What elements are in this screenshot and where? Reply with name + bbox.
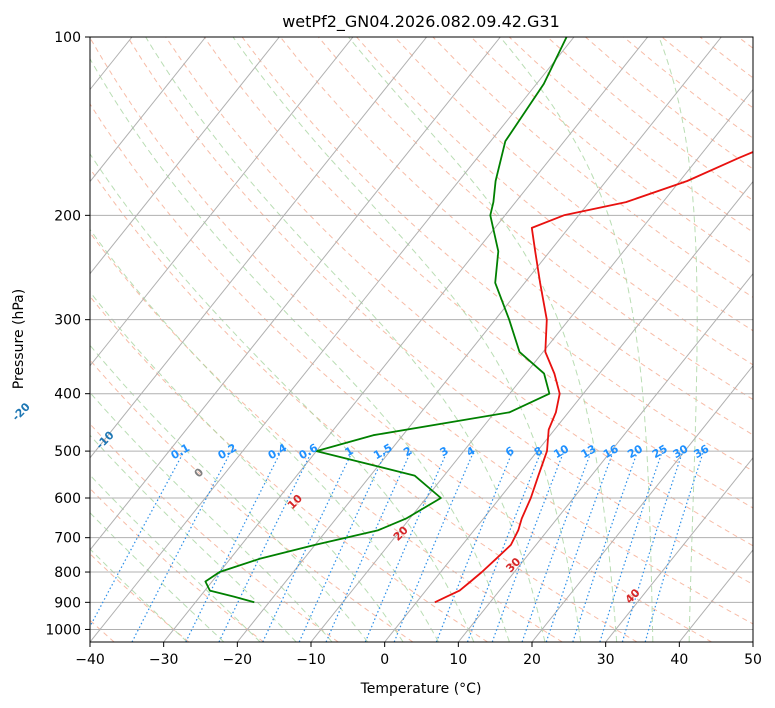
mixing-ratio-line [393, 450, 475, 642]
mixing-ratio-line [572, 450, 639, 642]
moist-adiabat [90, 57, 510, 642]
mixing-ratio-line [621, 450, 684, 642]
mixing-ratio-line [435, 450, 514, 642]
dry-adiabat [394, 37, 753, 332]
mixing-ratio-line [466, 450, 542, 642]
moist-adiabat [145, 37, 546, 642]
x-axis-label: Temperature (°C) [360, 681, 482, 697]
isotherm [163, 37, 649, 642]
dry-adiabat [127, 37, 753, 586]
x-tick-label: 0 [380, 652, 389, 668]
mixing-ratio-line [545, 450, 614, 642]
isotherm [90, 37, 575, 642]
y-tick-label: 300 [54, 313, 81, 329]
mixing-ratio-line [491, 450, 565, 642]
dry-adiabat [318, 37, 753, 401]
x-tick-label: 40 [670, 652, 688, 668]
temperature-profile [434, 151, 753, 604]
moist-adiabat [90, 344, 369, 642]
moist-adiabat [90, 511, 225, 642]
y-tick-label: 700 [54, 531, 81, 547]
isotherm [384, 180, 753, 642]
mixing-ratio-line [599, 450, 663, 642]
dewpoint-profile [204, 37, 568, 604]
mixing-ratio-line [364, 450, 448, 642]
mixing-ratio-line [521, 450, 592, 642]
y-tick-label: 500 [54, 444, 81, 460]
y-tick-label: 1000 [45, 622, 81, 638]
axis-ticks: −40 −30 −20 −10 0 10 20 30 40 50 100 200 300 400 500 60… [45, 30, 762, 668]
x-tick-label: 20 [523, 652, 541, 668]
dry-adiabat [279, 37, 753, 436]
background-lines [90, 37, 753, 642]
mixing-ratio-line [325, 450, 412, 642]
isotherm [531, 364, 753, 642]
isotherm [457, 272, 753, 642]
y-tick-label: 200 [54, 208, 81, 224]
dry-adiabat [90, 37, 753, 625]
isotherm [310, 88, 753, 642]
mixing-ratio-line [90, 450, 185, 628]
isotherm [605, 457, 753, 642]
isotherm [90, 37, 428, 459]
dry-adiabat [90, 487, 264, 642]
y-axis-label: Pressure (hPa) [11, 289, 27, 389]
dry-adiabat [90, 553, 190, 642]
x-tick-label: −10 [296, 652, 326, 668]
y-tick-label: 400 [54, 387, 81, 403]
moist-adiabat [499, 37, 654, 642]
mixing-ratio-line [644, 450, 705, 642]
y-tick-label: 600 [54, 491, 81, 507]
x-tick-label: −30 [149, 652, 179, 668]
dry-adiabat [90, 295, 488, 642]
y-tick-label: 900 [54, 595, 81, 611]
isotherm [236, 37, 722, 642]
dry-adiabat [90, 231, 563, 642]
moist-adiabat [658, 37, 698, 642]
plot-frame [89, 36, 754, 643]
x-tick-label: 10 [449, 652, 467, 668]
moist-adiabat [90, 228, 439, 642]
moist-adiabat [232, 37, 582, 642]
moist-adiabat [90, 434, 297, 642]
x-tick-label: −40 [75, 652, 105, 668]
moist-adiabat [90, 153, 475, 642]
isotherm [90, 37, 501, 551]
moist-adiabat [90, 474, 261, 642]
y-tick-label: 800 [54, 565, 81, 581]
isotherm [90, 37, 280, 275]
moist-adiabat [90, 291, 404, 642]
moist-adiabat [90, 548, 188, 642]
mixing-ratio-line [185, 450, 282, 642]
y-tick-label: 100 [54, 30, 81, 46]
dry-adiabat [90, 103, 712, 642]
plot-background [90, 37, 753, 642]
x-tick-label: 50 [744, 652, 762, 668]
x-tick-label: 30 [597, 652, 615, 668]
chart-title: wetPf2_GN04.2026.082.09.42.G31 [282, 12, 560, 32]
isotherm [90, 37, 354, 367]
dry-adiabat [90, 167, 638, 642]
x-tick-label: −20 [223, 652, 253, 668]
dry-adiabat [203, 37, 753, 509]
isotherm [90, 37, 207, 183]
sounding-profiles [204, 37, 753, 604]
